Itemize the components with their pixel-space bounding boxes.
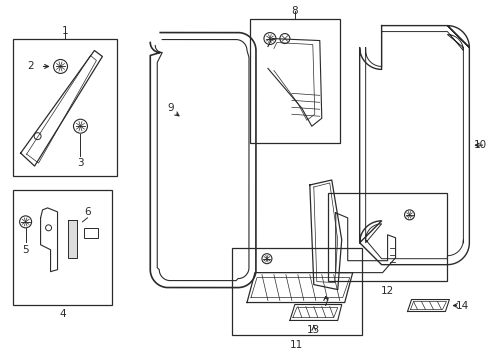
Bar — [68, 220, 77, 258]
Text: 9: 9 — [167, 103, 173, 113]
Bar — [328, 193, 447, 280]
Text: 6: 6 — [84, 207, 91, 217]
Bar — [250, 19, 340, 143]
Bar — [84, 228, 98, 238]
Text: 4: 4 — [59, 310, 66, 319]
Text: 14: 14 — [455, 301, 468, 311]
Text: 8: 8 — [292, 6, 298, 15]
Text: 13: 13 — [307, 325, 320, 336]
Text: 1: 1 — [62, 26, 68, 36]
Text: 12: 12 — [381, 285, 394, 296]
Text: 7: 7 — [322, 297, 329, 307]
Bar — [232, 248, 362, 336]
Text: 2: 2 — [27, 62, 34, 71]
Text: 3: 3 — [77, 158, 84, 168]
Bar — [13, 190, 112, 305]
Text: 10: 10 — [474, 140, 488, 150]
Text: 5: 5 — [23, 245, 29, 255]
Text: 11: 11 — [290, 340, 303, 350]
Bar — [13, 39, 118, 176]
